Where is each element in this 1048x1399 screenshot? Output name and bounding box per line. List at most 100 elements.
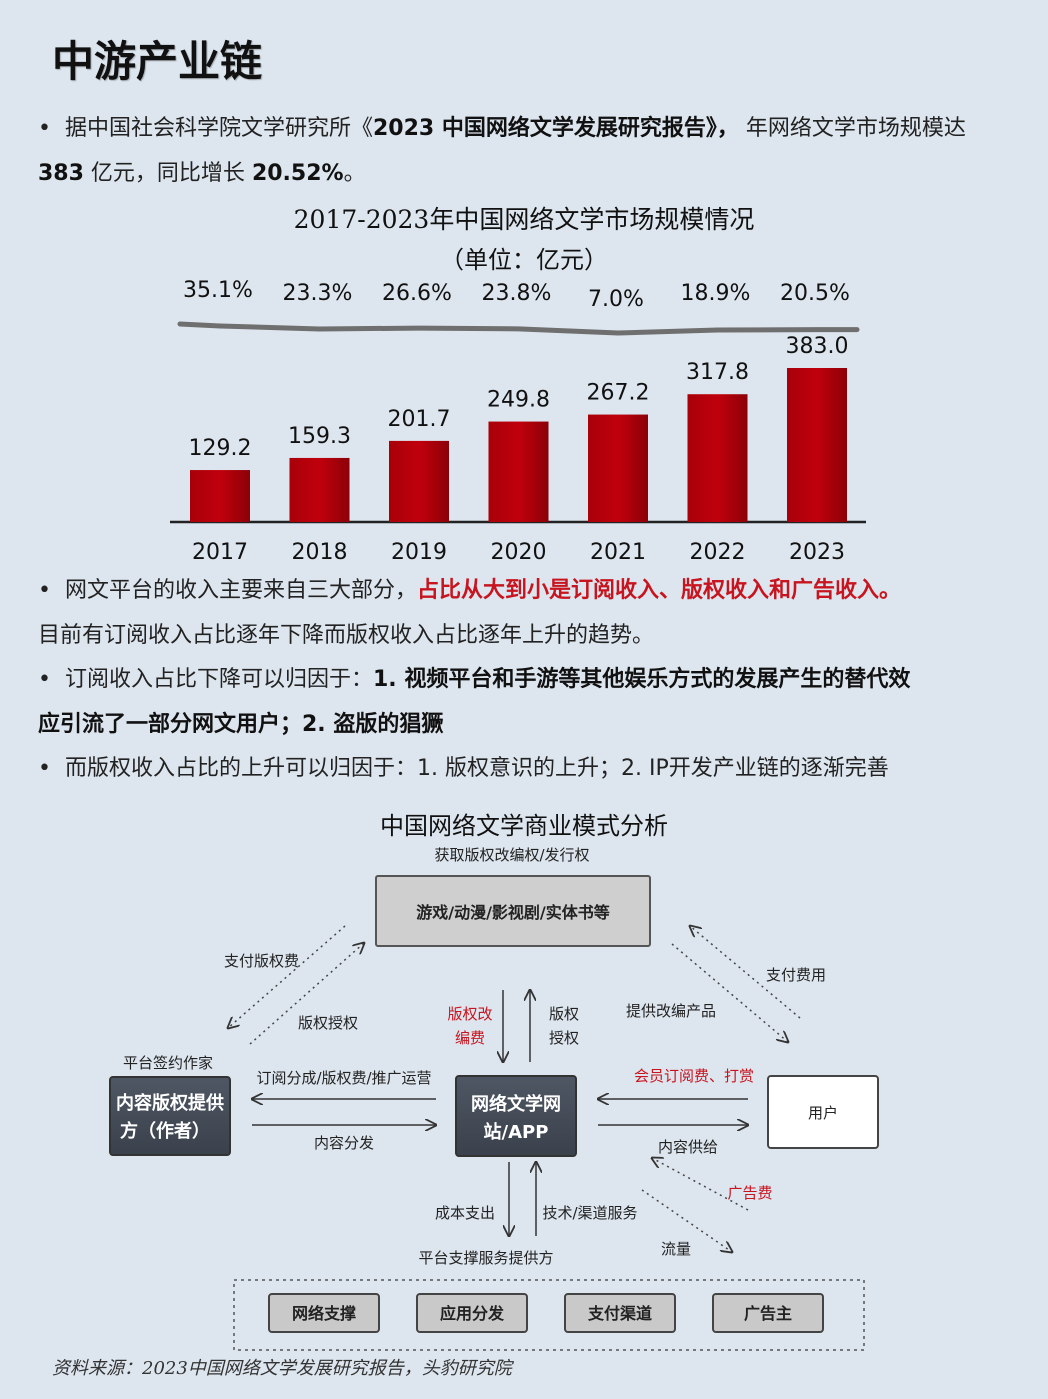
- bullet-dot: •: [38, 116, 51, 141]
- bar-2017: [190, 470, 250, 522]
- bar-2023: [787, 368, 847, 522]
- intro-text-4: 亿元，同比增长: [83, 161, 252, 186]
- intro-market-size: 383: [38, 161, 84, 186]
- business-model-diagram: 获取版权改编权/发行权 游戏/动漫/影视剧/实体书等 支付版权费 版权授权 版权…: [109, 846, 879, 1351]
- ad-fee-arrow: [652, 1158, 749, 1211]
- bar-2018: [289, 457, 350, 522]
- network-support-box: [268, 1293, 380, 1333]
- ad-fee-label: 广告费: [727, 1184, 772, 1202]
- bar-2020: [488, 421, 549, 522]
- top-caption: 获取版权改编权/发行权: [434, 846, 589, 864]
- growth-label-2019: 26.6%: [382, 281, 452, 306]
- left-caption: 平台签约作家: [123, 1054, 213, 1072]
- bar-chart: 129.2 2017 35.1% 159.3 2018 23.3% 201.7 2019 26.…: [170, 278, 866, 565]
- auth-label-2: 授权: [549, 1029, 579, 1047]
- chart-unit: （单位：亿元）: [440, 246, 608, 274]
- traffic-arrow: [641, 1189, 732, 1252]
- copyright-paragraph: • 而版权收入占比的上升可以归因于：1. 版权意识的上升；2. IP开发产业链的逐…: [38, 746, 1018, 791]
- content-supply-label: 内容供给: [658, 1138, 718, 1156]
- bottom-boxes: 网络支撑 应用分发 支付渠道 广告主: [268, 1293, 824, 1333]
- growth-label-2023: 20.5%: [780, 281, 850, 306]
- copyright-auth-arrow: [249, 943, 364, 1045]
- intro-text-2: 中国网络文学发展研究报告》，: [434, 116, 739, 141]
- intro-growth: 20.52%: [251, 161, 344, 186]
- category-label-2021: 2021: [590, 540, 646, 565]
- value-label-2018: 159.3: [288, 424, 351, 449]
- revenue-paragraph: • 网文平台的收入主要来自三大部分，占比从大到小是订阅收入、版权收入和广告收入。 …: [38, 568, 1018, 658]
- chart-title: 2017-2023年中国网络文学市场规模情况: [293, 205, 755, 234]
- growth-label-2017: 35.1%: [183, 278, 253, 303]
- advertiser-box: [712, 1293, 824, 1333]
- intro-year-1: 2023: [373, 116, 435, 141]
- revenue-text: 网文平台的收入主要来自三大部分，: [64, 578, 417, 603]
- intro-paragraph: • 据中国社会科学院文学研究所《2023 中国网络文学发展研究报告》， 年网络文学…: [38, 106, 1018, 196]
- value-label-2023: 383.0: [786, 334, 849, 359]
- payment-channel-box: [564, 1293, 676, 1333]
- bottom-caption: 平台支撑服务提供方: [418, 1249, 553, 1267]
- content-dist-label: 内容分发: [314, 1134, 374, 1152]
- author-box: [109, 1076, 231, 1156]
- traffic-label: 流量: [661, 1240, 691, 1258]
- category-label-2022: 2022: [690, 540, 746, 565]
- growth-label-2022: 18.9%: [681, 281, 751, 306]
- source-note: 资料来源：2023中国网络文学发展研究报告，头豹研究院: [52, 1358, 512, 1379]
- page-title: 中游产业链: [52, 37, 263, 86]
- member-fee-label: 会员订阅费、打赏: [634, 1067, 754, 1085]
- growth-label-2018: 23.3%: [283, 281, 353, 306]
- sub-share-label: 订阅分成/版权费/推广运营: [256, 1069, 431, 1087]
- growth-label-2021: 7.0%: [588, 287, 644, 312]
- bullet-dot: •: [38, 756, 51, 781]
- pay-copyright-label: 支付版权费: [224, 952, 299, 970]
- value-label-2022: 317.8: [686, 360, 749, 385]
- bar-2019: [389, 440, 449, 522]
- platform-box: [455, 1075, 577, 1157]
- tech-label: 技术/渠道服务: [542, 1204, 637, 1222]
- bullet-dot: •: [38, 578, 51, 603]
- diagram-title: 中国网络文学商业模式分析: [380, 812, 668, 840]
- intro-text-3: 年网络文学市场规模达: [738, 116, 966, 141]
- category-label-2019: 2019: [391, 540, 447, 565]
- app-distribution-label: 应用分发: [440, 1304, 505, 1323]
- user-box: [767, 1075, 879, 1149]
- copyright-auth-label: 版权授权: [298, 1014, 358, 1032]
- growth-trend-line: [177, 321, 860, 336]
- payment-channel-label: 支付渠道: [587, 1304, 652, 1323]
- value-label-2020: 249.8: [487, 388, 550, 413]
- adapt-fee-label-1: 版权改: [447, 1005, 492, 1023]
- provide-adapt-arrow: [671, 943, 788, 1042]
- copyright-text: 而版权收入占比的上升可以归因于：1. 版权意识的上升；2. IP开发产业链的逐渐…: [64, 756, 889, 781]
- user-box-label: 用户: [808, 1104, 838, 1122]
- support-providers-group: [233, 1279, 865, 1351]
- category-label-2020: 2020: [491, 540, 547, 565]
- intro-text-5: 。: [343, 161, 366, 186]
- value-label-2021: 267.2: [587, 381, 650, 406]
- category-label-2018: 2018: [292, 540, 348, 565]
- author-box-label-1: 内容版权提供: [116, 1092, 224, 1114]
- platform-box-label-1: 网络文学网: [471, 1093, 561, 1115]
- adapt-fee-label-2: 编费: [455, 1029, 485, 1047]
- media-box: [375, 875, 651, 947]
- category-label-2017: 2017: [192, 540, 248, 565]
- value-label-2017: 129.2: [189, 436, 252, 461]
- growth-label-2020: 23.8%: [482, 281, 552, 306]
- advertiser-label: 广告主: [744, 1304, 792, 1323]
- bar-2021: [588, 414, 648, 522]
- author-box-label-2: 方（作者）: [120, 1120, 210, 1142]
- intro-text-1: 据中国社会科学院文学研究所《: [64, 116, 373, 141]
- subscription-reason-2: 应引流了一部分网文用户；2. 盗版的猖獗: [38, 712, 444, 737]
- app-distribution-box: [416, 1293, 528, 1333]
- revenue-highlight: 占比从大到小是订阅收入、版权收入和广告收入。: [417, 578, 902, 603]
- auth-label-1: 版权: [549, 1005, 579, 1023]
- value-label-2019: 201.7: [388, 407, 451, 432]
- subscription-paragraph: • 订阅收入占比下降可以归因于：1. 视频平台和手游等其他娱乐方式的发展产生的替代…: [38, 657, 1018, 747]
- platform-box-label-2: 站/APP: [484, 1121, 549, 1143]
- category-label-2023: 2023: [789, 540, 845, 565]
- network-support-label: 网络支撑: [292, 1304, 356, 1323]
- pay-fee-label: 支付费用: [766, 966, 826, 984]
- bullet-dot: •: [38, 667, 51, 692]
- media-box-label: 游戏/动漫/影视剧/实体书等: [416, 903, 610, 922]
- subscription-text: 订阅收入占比下降可以归因于：: [64, 667, 373, 692]
- bar-2022: [687, 394, 748, 522]
- cost-label: 成本支出: [435, 1204, 495, 1222]
- provide-adapt-label: 提供改编产品: [626, 1002, 716, 1020]
